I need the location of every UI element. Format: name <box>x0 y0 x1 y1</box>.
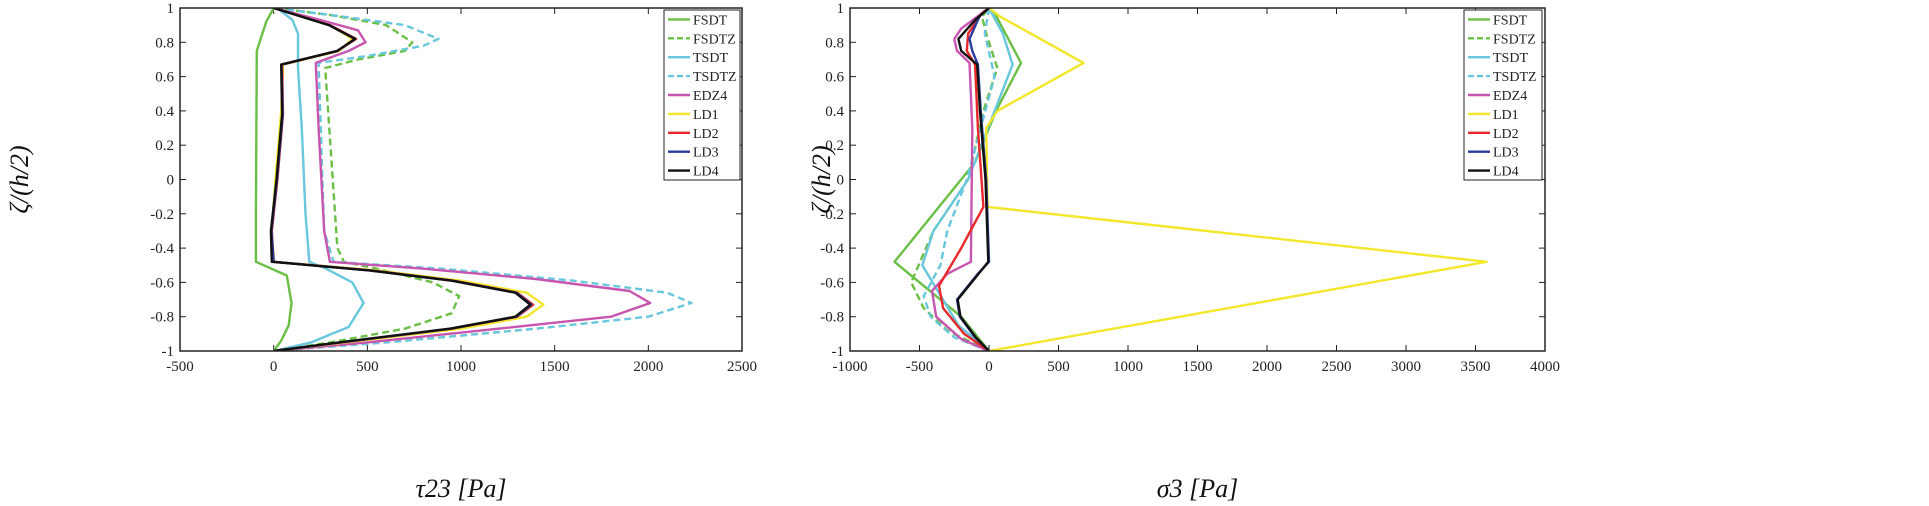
x-tick-label: 500 <box>356 359 379 375</box>
legend-label: LD2 <box>693 127 719 142</box>
legend-label: FSDT <box>693 13 728 28</box>
y-tick-label: -0.6 <box>820 275 844 291</box>
legend-label: LD3 <box>693 146 719 161</box>
y-axis-label: ζ/(h/2) <box>5 145 34 213</box>
y-tick-label: -0.6 <box>150 275 174 291</box>
legend-label: EDZ4 <box>1493 89 1527 104</box>
legend: FSDT FSDTZ TSDT TSDTZ EDZ4 LD1 LD2 LD3 LD4 <box>663 9 741 181</box>
legend-label: LD2 <box>1493 127 1519 142</box>
y-tick-label: 1 <box>837 1 845 17</box>
x-tick-label: -500 <box>166 359 194 375</box>
y-tick-label: 0.2 <box>825 138 844 154</box>
series-line-tsdt <box>921 8 1014 351</box>
series-line-fsdt <box>254 8 293 351</box>
y-tick-label: 0 <box>837 173 845 189</box>
x-tick-label: 2500 <box>727 359 757 375</box>
y-tick-label: -0.4 <box>820 241 844 257</box>
x-axis-label: τ23 [Pa] <box>416 474 507 503</box>
series-line-tsdtz <box>273 8 693 351</box>
y-tick-label: -1 <box>162 344 175 360</box>
legend-label: FSDTZ <box>693 32 736 47</box>
y-axis-label: ζ/(h/2) <box>807 145 836 213</box>
legend-label: TSDT <box>693 51 728 66</box>
legend-label: TSDTZ <box>693 70 737 85</box>
legend-label: LD3 <box>1493 146 1519 161</box>
x-tick-label: 4000 <box>1530 359 1560 375</box>
series-line-tsdt <box>273 8 365 351</box>
x-tick-label: 1000 <box>446 359 476 375</box>
series-line-fsdtz <box>273 8 461 351</box>
y-tick-label: 0 <box>167 173 175 189</box>
x-axis-label: σ3 [Pa] <box>1157 474 1238 503</box>
series-line-ld1 <box>270 8 545 351</box>
series-line-ld4 <box>956 8 990 351</box>
x-tick-label: 1500 <box>540 359 570 375</box>
x-tick-label: 2500 <box>1322 359 1352 375</box>
x-tick-label: 2000 <box>1252 359 1282 375</box>
plot-frame <box>179 7 743 352</box>
x-tick-label: 3500 <box>1461 359 1491 375</box>
x-tick-label: 1500 <box>1183 359 1213 375</box>
y-tick-label: 1 <box>167 1 175 17</box>
chart-2: -1000 -500 0 500 1000 1500 2000 2500 3000 3500 400… <box>807 1 1560 503</box>
legend-label: LD1 <box>693 108 719 123</box>
legend-label: LD4 <box>1493 165 1519 180</box>
x-tick-label: 500 <box>1047 359 1070 375</box>
legend-label: FSDTZ <box>1493 32 1536 47</box>
legend-label: FSDT <box>1493 13 1528 28</box>
plot-frame <box>849 7 1546 352</box>
y-tick-label: -1 <box>832 344 845 360</box>
legend-label: LD4 <box>693 165 719 180</box>
y-tick-label: 0.8 <box>155 35 174 51</box>
x-tick-label: -500 <box>906 359 934 375</box>
y-tick-label: -0.2 <box>150 207 174 223</box>
chart-1: -500 0 500 1000 1500 2000 2500 -1 -0.8 -0.6 -0.4 -0… <box>5 1 757 503</box>
y-tick-label: -0.8 <box>820 310 844 326</box>
legend: FSDT FSDTZ TSDT TSDTZ EDZ4 LD1 LD2 LD3 LD4 <box>1463 9 1543 181</box>
legend-label: TSDT <box>1493 51 1528 66</box>
y-tick-label: 0.6 <box>825 70 844 86</box>
y-tick-label: -0.8 <box>150 310 174 326</box>
legend-label: TSDTZ <box>1493 70 1537 85</box>
y-tick-label: -0.2 <box>820 207 844 223</box>
series-line-edz4 <box>273 8 652 351</box>
y-tick-label: 0.2 <box>155 138 174 154</box>
series-line-ld2 <box>270 8 535 351</box>
y-tick-label: 0.8 <box>825 35 844 51</box>
y-tick-label: 0.4 <box>825 104 844 120</box>
y-tick-label: 0.6 <box>155 70 174 86</box>
x-tick-label: 2000 <box>633 359 663 375</box>
x-tick-label: 0 <box>270 359 278 375</box>
x-tick-label: 3000 <box>1391 359 1421 375</box>
series-line-edz4 <box>930 8 990 351</box>
series-line-ld1 <box>985 8 1488 351</box>
series-line-ld3 <box>270 8 533 351</box>
y-tick-label: 0.4 <box>155 104 174 120</box>
legend-label: EDZ4 <box>693 89 727 104</box>
legend-label: LD1 <box>1493 108 1519 123</box>
x-tick-label: -1000 <box>833 359 868 375</box>
x-tick-label: 0 <box>985 359 993 375</box>
series-line-ld2 <box>937 8 990 351</box>
y-tick-label: -0.4 <box>150 241 174 257</box>
series-line-ld4 <box>269 8 532 351</box>
series-line-tsdtz <box>922 8 996 351</box>
x-tick-label: 1000 <box>1113 359 1143 375</box>
